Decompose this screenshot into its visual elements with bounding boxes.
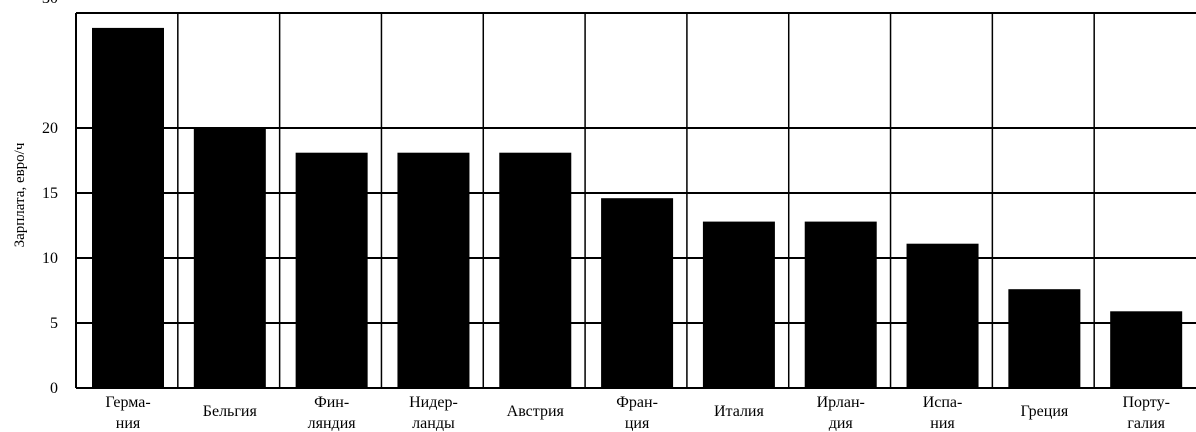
x-category-label: Фран-ция [616,394,658,432]
x-category-label-line: Ирлан- [817,394,865,411]
bar [397,152,470,388]
x-category-label-line: Герма- [105,394,150,411]
x-category-label: Бельгия [203,403,258,420]
x-category-label: Италия [714,403,765,420]
y-tick-label: 10 [42,250,58,267]
x-category-label-line: ния [930,415,955,432]
x-category-label-line: Порту- [1122,394,1169,411]
bar [499,152,572,388]
x-category-label: Австрия [507,403,565,420]
y-tick-label: 30 [42,0,58,7]
bar [906,243,979,388]
x-category-label: Нидер-ланды [409,394,458,432]
bar [295,152,368,388]
y-axis-title: Зарплата, евро/ч [12,142,28,247]
bar [92,27,164,389]
x-category-label: Герма-ния [105,394,150,432]
x-category-label-line: Италия [714,403,765,420]
bar [193,128,266,388]
y-tick-label: 0 [50,380,58,397]
x-category-label: Греция [1020,403,1068,420]
bars [92,27,1183,389]
x-category-label-line: ния [116,415,141,432]
bar [1008,289,1081,388]
x-category-label: Фин-ляндия [308,394,357,432]
x-category-label-line: галия [1127,415,1165,432]
bar [804,221,877,388]
x-category-label-line: дия [829,415,854,432]
x-category-label-line: Нидер- [409,394,458,411]
x-category-label: Испа-ния [923,394,963,432]
y-tick-label: 20 [42,120,58,137]
bar [702,221,775,388]
x-category-label-line: Греция [1020,403,1068,420]
x-category-label-line: Испа- [923,394,963,411]
x-category-label-line: Бельгия [203,403,258,420]
x-category-label-line: Фин- [314,394,349,411]
x-category-label-line: ция [625,415,650,432]
x-category-label: Ирлан-дия [817,394,865,432]
x-category-label-line: Фран- [616,394,658,411]
x-category-label-line: ланды [412,415,455,432]
bar [1110,311,1183,388]
x-category-label-line: Австрия [507,403,565,420]
x-axis-labels: Герма-ния Бельгия Фин-ляндия Нидер-ланды Авс… [105,394,1170,432]
y-axis-ticks: 0 5 10 15 20 30 [42,0,58,397]
x-category-label-line: ляндия [308,415,357,432]
bar [601,198,674,388]
y-tick-label: 15 [42,185,58,202]
x-category-label: Порту-галия [1122,394,1169,432]
y-tick-label: 5 [50,315,58,332]
